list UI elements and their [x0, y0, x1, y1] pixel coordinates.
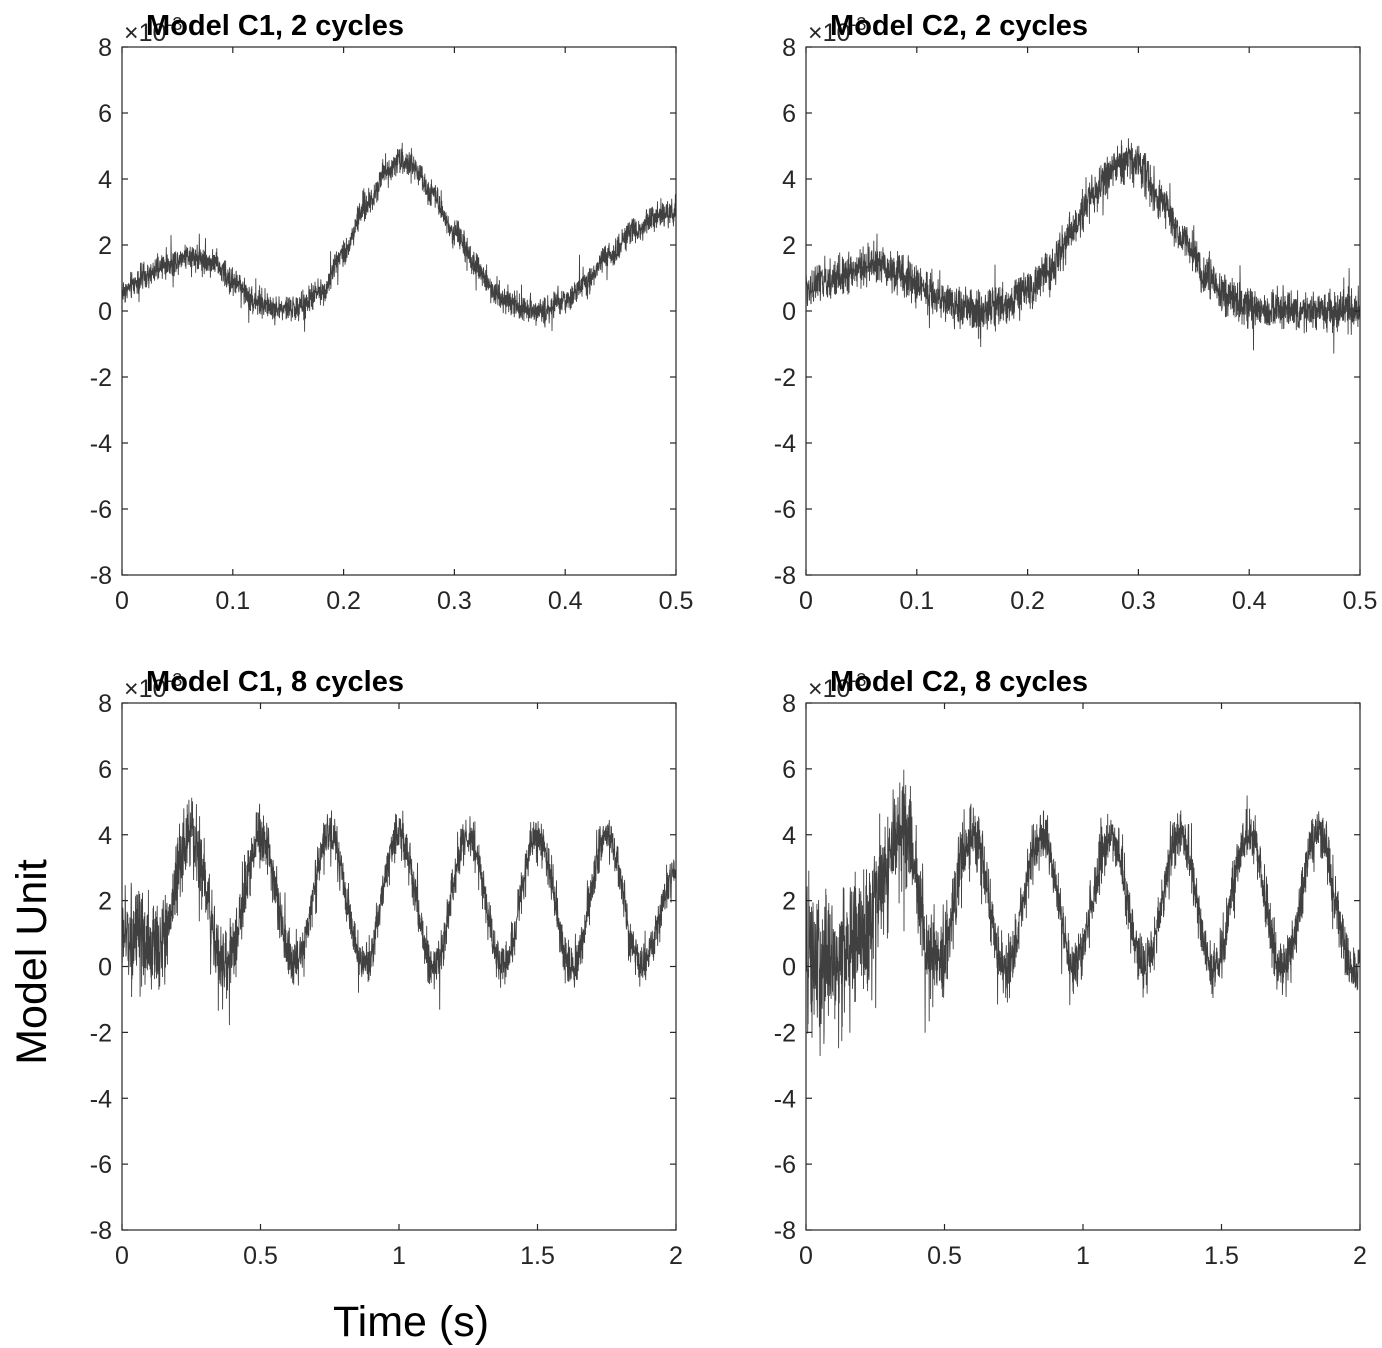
y-tick-label: 8 — [782, 34, 796, 62]
y-tick-label: 4 — [782, 166, 796, 194]
y-tick-label: -8 — [774, 1217, 796, 1245]
y-tick-label: -6 — [90, 496, 112, 524]
y-tick-label: 4 — [98, 166, 112, 194]
y-tick-label: 8 — [782, 690, 796, 718]
x-tick-label: 2 — [1353, 1242, 1367, 1270]
x-tick-label: 0.5 — [927, 1242, 962, 1270]
y-tick-label: 0 — [98, 298, 112, 326]
x-tick-label: 0 — [115, 1242, 129, 1270]
y-multiplier: ×10-3 — [808, 14, 866, 47]
x-tick-label: 1 — [392, 1242, 406, 1270]
y-tick-label: 6 — [782, 756, 796, 784]
y-tick-label: 8 — [98, 34, 112, 62]
x-tick-label: 0.1 — [215, 587, 250, 615]
y-tick-label: 6 — [782, 100, 796, 128]
y-tick-label: 6 — [98, 100, 112, 128]
series-line — [122, 142, 676, 332]
y-tick-label: -8 — [90, 1217, 112, 1245]
y-multiplier: ×10-3 — [808, 670, 866, 703]
panel-title: Model C1, 8 cycles — [146, 666, 404, 698]
x-tick-label: 1.5 — [520, 1242, 555, 1270]
y-multiplier: ×10-3 — [124, 670, 182, 703]
y-tick-label: 8 — [98, 690, 112, 718]
y-tick-label: -2 — [90, 1019, 112, 1047]
y-tick-label: -4 — [774, 1085, 796, 1113]
x-tick-label: 0.2 — [1010, 587, 1045, 615]
panel-2: 0 0.1 0.2 0.3 0.4 0.5 8 6 4 2 0 -2 -4 -6 -8 ×10-3Model … — [774, 10, 1378, 615]
y-tick-label: -4 — [774, 430, 796, 458]
panel-title: Model C2, 2 cycles — [830, 10, 1088, 42]
x-tick-label: 0.4 — [1232, 587, 1267, 615]
y-tick-label: -4 — [90, 1085, 112, 1113]
y-tick-label: 2 — [98, 232, 112, 260]
x-axis-label: Time (s) — [333, 1298, 489, 1346]
y-tick-label: 0 — [782, 298, 796, 326]
y-tick-label: 4 — [98, 822, 112, 850]
x-tick-label: 0.5 — [1343, 587, 1378, 615]
x-tick-label: 0.5 — [659, 587, 694, 615]
x-tick-label: 0.2 — [326, 587, 361, 615]
x-tick-label: 2 — [669, 1242, 683, 1270]
x-tick-label: 1 — [1076, 1242, 1090, 1270]
x-tick-label: 0 — [799, 587, 813, 615]
y-tick-label: -2 — [774, 364, 796, 392]
y-tick-label: 2 — [98, 888, 112, 916]
y-tick-label: -8 — [774, 562, 796, 590]
y-multiplier: ×10-3 — [124, 14, 182, 47]
y-axis-label: Model Unit — [8, 859, 56, 1065]
series-line — [806, 769, 1360, 1057]
y-tick-label: 4 — [782, 822, 796, 850]
y-tick-label: -6 — [774, 496, 796, 524]
y-tick-label: -8 — [90, 562, 112, 590]
x-tick-label: 0.3 — [437, 587, 472, 615]
panel-title: Model C1, 2 cycles — [146, 10, 404, 42]
series-line — [122, 797, 676, 1026]
x-tick-label: 0.4 — [548, 587, 583, 615]
y-tick-label: -4 — [90, 430, 112, 458]
x-tick-label: 1.5 — [1204, 1242, 1239, 1270]
x-tick-label: 0 — [115, 587, 129, 615]
y-tick-label: 2 — [782, 888, 796, 916]
panel-title: Model C2, 8 cycles — [830, 666, 1088, 698]
x-tick-label: 0 — [799, 1242, 813, 1270]
series-line — [806, 138, 1360, 354]
y-tick-label: -2 — [90, 364, 112, 392]
y-tick-label: 6 — [98, 756, 112, 784]
y-tick-label: 2 — [782, 232, 796, 260]
y-tick-label: -6 — [774, 1151, 796, 1179]
x-tick-label: 0.5 — [243, 1242, 278, 1270]
y-tick-label: 0 — [782, 954, 796, 982]
y-tick-label: 0 — [98, 954, 112, 982]
y-tick-label: -2 — [774, 1019, 796, 1047]
panel-1: 0 0.1 0.2 0.3 0.4 0.5 8 6 4 2 0 -2 -4 -6 -8 ×10-3Model … — [90, 10, 694, 615]
panels: 0 0.1 0.2 0.3 0.4 0.586420-2-4-6-8×10-3Model … — [90, 10, 1378, 1270]
x-tick-label: 0.1 — [899, 587, 934, 615]
y-tick-label: -6 — [90, 1151, 112, 1179]
x-tick-label: 0.3 — [1121, 587, 1156, 615]
